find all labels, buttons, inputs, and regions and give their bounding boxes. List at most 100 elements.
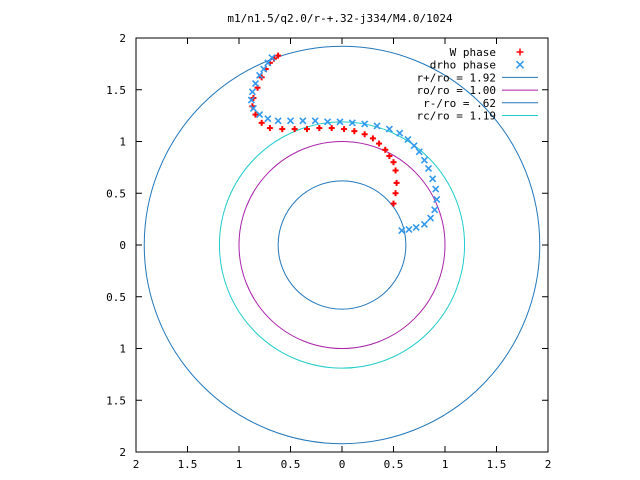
data-point (420, 156, 428, 164)
data-point (390, 200, 397, 207)
legend-entry: r+/ro = 1.92 (417, 71, 538, 84)
reference-circles (143, 45, 541, 445)
point-stroke (251, 79, 260, 88)
point-stroke (424, 164, 433, 172)
data-point (385, 125, 393, 133)
x-tick-label: 0.5 (384, 458, 404, 471)
data-point (336, 118, 344, 126)
y-tick-label: 1.5 (106, 84, 126, 97)
data-point (279, 126, 286, 133)
data-point (392, 167, 399, 174)
data-point (361, 120, 369, 128)
point-stroke (410, 142, 418, 150)
point-stroke (433, 195, 441, 204)
point-stroke (398, 226, 406, 235)
legend-entry: rc/ro = 1.19 (417, 110, 538, 123)
data-point (252, 111, 259, 118)
data-point (268, 54, 276, 62)
data-point (316, 125, 323, 132)
legend-label: W phase (450, 46, 496, 59)
data-point (393, 179, 400, 186)
point-stroke (311, 117, 319, 125)
point-stroke (264, 115, 272, 123)
legend-swatch (515, 60, 525, 69)
legend-label: rc/ro = 1.19 (417, 110, 496, 123)
data-point (432, 185, 440, 193)
data-point (376, 140, 383, 147)
data-point (328, 125, 335, 132)
data-point (341, 126, 348, 133)
point-stroke (248, 88, 256, 96)
circle-series-5 (218, 121, 466, 369)
data-point (258, 119, 265, 126)
y-tick-label: 0 (119, 239, 126, 252)
legend-entry: ro/ro = 1.00 (417, 84, 538, 97)
data-point (256, 111, 264, 119)
data-point (291, 126, 298, 133)
legend-label: drho phase (430, 59, 496, 72)
data-point (324, 118, 332, 126)
point-stroke (432, 185, 440, 193)
data-point (275, 52, 282, 59)
y-tick-label: 2 (119, 32, 126, 45)
legend-label: r-/ro = .62 (423, 97, 496, 110)
x-tick-label: 1 (236, 458, 243, 471)
data-point (247, 96, 255, 104)
y-tick-label: 0.5 (106, 291, 126, 304)
point-stroke (336, 118, 344, 126)
x-tick-label: 0 (339, 458, 346, 471)
y-tick-label: 2 (119, 446, 126, 459)
data-point (373, 122, 381, 130)
data-point (415, 148, 423, 156)
legend-entry: W phase (450, 46, 524, 59)
data-point (286, 117, 295, 125)
data-point (248, 88, 256, 96)
x-tick-label: 2 (545, 458, 552, 471)
point-stroke (256, 111, 264, 119)
circle-series-4 (277, 180, 407, 310)
legend-entry: r-/ro = .62 (423, 97, 538, 110)
data-point (390, 159, 397, 166)
point-stroke (429, 175, 437, 183)
data-point (351, 128, 358, 135)
data-point (405, 225, 413, 234)
point-stroke (348, 119, 356, 127)
y-tick-label: 0.5 (106, 187, 126, 200)
point-stroke (420, 220, 428, 228)
data-point (398, 226, 406, 235)
data-point (424, 164, 433, 172)
circle-series-3 (238, 141, 446, 349)
x-tick-label: 1 (442, 458, 449, 471)
data-point (369, 135, 376, 142)
point-stroke (405, 225, 413, 234)
point-stroke (249, 104, 257, 112)
point-stroke (427, 214, 435, 222)
y-tick-label: 1 (119, 136, 126, 149)
data-point (420, 220, 428, 228)
chart-title: m1/n1.5/q2.0/r-+.32-j334/M4.0/1024 (227, 12, 453, 25)
data-point (361, 131, 368, 138)
point-stroke (260, 65, 268, 73)
point-stroke (286, 117, 295, 125)
data-point (429, 175, 437, 183)
legend-entry: drho phase (430, 59, 525, 72)
series-1-points (247, 54, 441, 235)
point-stroke (299, 117, 307, 125)
point-stroke (385, 125, 393, 133)
axis-ticks: 2 1.5 1 0.5 0 0.5 1 1.5 221.510.500.511.52 (106, 32, 551, 471)
series-0-points (249, 52, 400, 207)
data-point (348, 119, 356, 127)
point-stroke (404, 135, 412, 143)
point-stroke (247, 96, 255, 104)
data-point (274, 117, 282, 125)
point-stroke (324, 118, 332, 126)
data-point (303, 126, 310, 133)
point-stroke (373, 122, 381, 130)
data-point (251, 79, 260, 88)
data-point (266, 125, 273, 132)
x-tick-label: 1.5 (178, 458, 198, 471)
circle-series-2 (143, 45, 541, 445)
data-point (412, 223, 420, 231)
x-tick-label: 0.5 (281, 458, 301, 471)
point-stroke (256, 71, 264, 79)
